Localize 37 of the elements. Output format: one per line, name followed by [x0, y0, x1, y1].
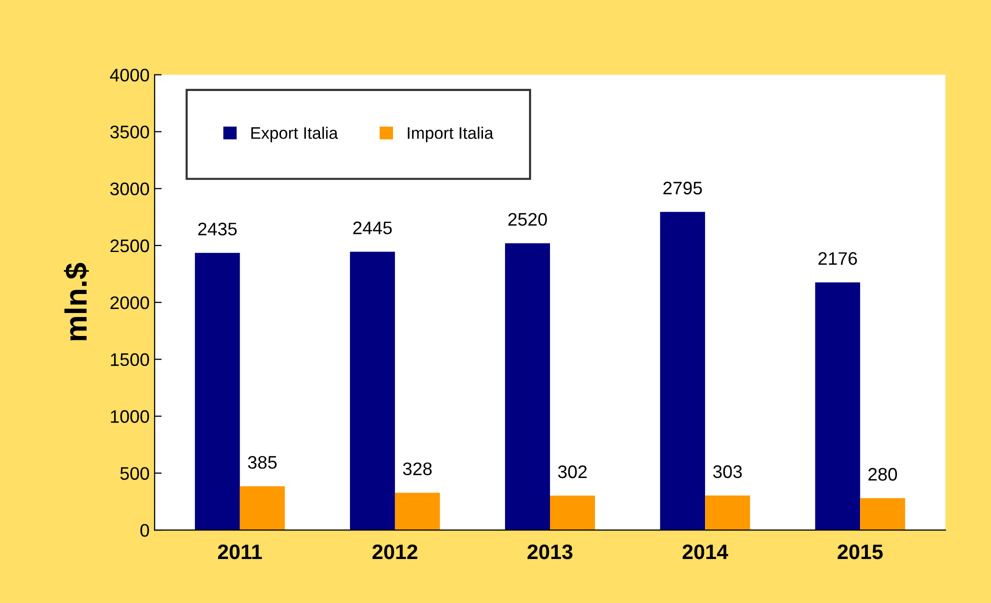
bar — [860, 498, 906, 530]
y-tick-label: 4000 — [110, 68, 150, 82]
bar — [550, 496, 595, 530]
y-tick-label: 2500 — [110, 239, 150, 252]
data-label: 328 — [403, 462, 432, 476]
bar — [660, 212, 706, 530]
bar — [705, 496, 750, 530]
bar — [194, 252, 240, 530]
x-tick-label: 2012 — [372, 544, 418, 560]
bar — [240, 486, 285, 530]
data-label: 2445 — [353, 222, 392, 234]
y-tick-label: 500 — [120, 467, 150, 480]
data-label: 2176 — [818, 252, 857, 265]
y-tick-label: 3500 — [110, 126, 150, 138]
data-label: 302 — [558, 465, 587, 478]
y-tick-label: 1000 — [110, 410, 150, 423]
y-tick-label: 3000 — [110, 182, 150, 196]
bar — [394, 492, 440, 530]
y-tick-label: 1500 — [110, 353, 150, 366]
legend-label: Import Italia — [408, 126, 494, 142]
data-label: 385 — [248, 456, 277, 469]
bar — [815, 282, 860, 530]
x-tick-label: 2011 — [218, 544, 262, 560]
x-tick-label: 2014 — [682, 544, 728, 560]
data-label: 2435 — [198, 222, 237, 236]
data-label: 280 — [868, 468, 897, 481]
x-tick-label: 2015 — [838, 544, 883, 560]
data-label: 303 — [713, 465, 742, 478]
y-axis-title: mln.$ — [64, 262, 89, 340]
y-tick-label: 2000 — [110, 296, 150, 310]
bar — [505, 243, 550, 530]
data-label: 2520 — [508, 212, 547, 226]
data-label: 2795 — [663, 182, 702, 194]
y-tick-label: 0 — [140, 524, 150, 537]
x-tick-label: 2013 — [528, 544, 572, 560]
bar — [350, 252, 395, 530]
legend-label: Export Italia — [251, 126, 338, 142]
